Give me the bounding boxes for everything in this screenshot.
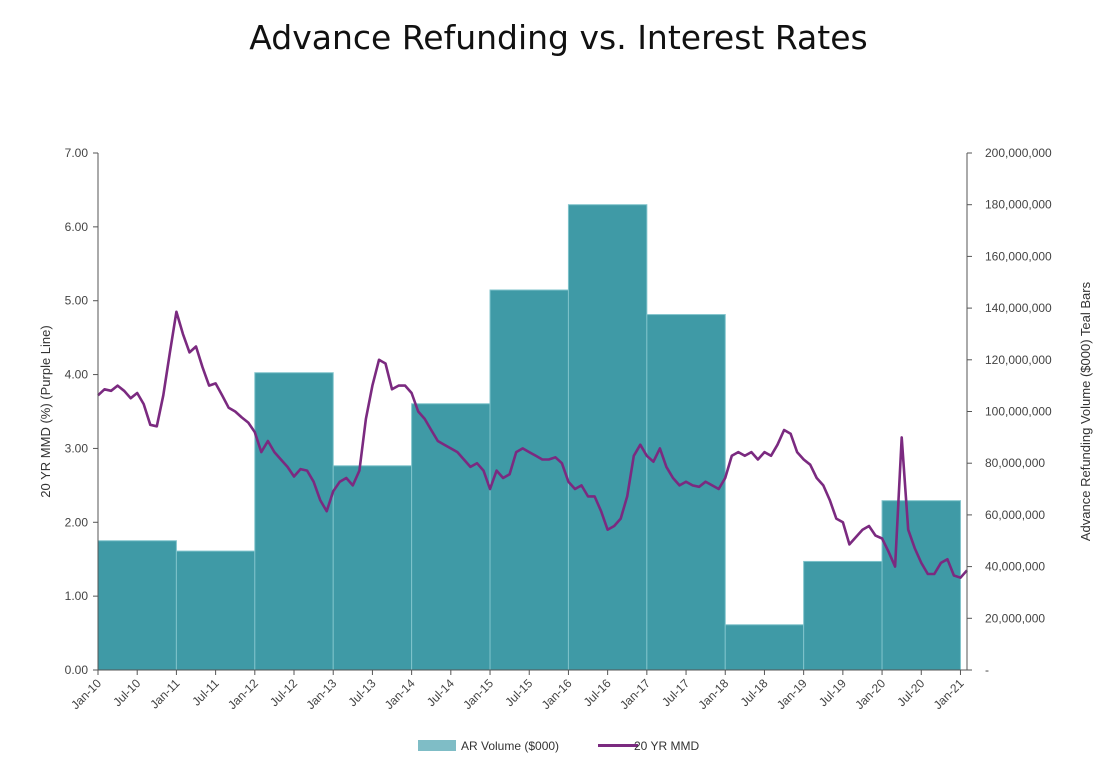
x-tick-label: Jan-10 bbox=[68, 676, 104, 712]
legend-swatch-ar-volume bbox=[418, 740, 456, 751]
x-tick-label: Jul-15 bbox=[502, 676, 535, 709]
x-tick-label: Jan-12 bbox=[225, 676, 261, 712]
ar-volume-bar bbox=[646, 314, 726, 671]
ar-volume-bar bbox=[489, 289, 569, 671]
x-tick-label: Jul-13 bbox=[346, 676, 379, 709]
x-tick-label: Jul-14 bbox=[424, 676, 457, 709]
ar-volume-bar bbox=[254, 372, 334, 671]
x-tick-label: Jan-14 bbox=[382, 676, 418, 712]
x-tick-label: Jan-15 bbox=[460, 676, 496, 712]
ar-volume-bar bbox=[175, 550, 256, 671]
x-tick-label: Jan-20 bbox=[852, 676, 888, 712]
left-tick-label: 0.00 bbox=[65, 663, 89, 677]
right-tick-label: 120,000,000 bbox=[985, 353, 1052, 367]
left-tick-label: 7.00 bbox=[65, 146, 89, 160]
left-tick-label: 3.00 bbox=[65, 441, 89, 455]
ar-volume-bar bbox=[332, 465, 413, 671]
x-tick-label: Jan-18 bbox=[696, 676, 732, 712]
left-tick-label: 2.00 bbox=[65, 515, 89, 529]
left-tick-label: 4.00 bbox=[65, 368, 89, 382]
x-tick-label: Jul-18 bbox=[738, 676, 771, 709]
x-tick-label: Jan-17 bbox=[617, 676, 653, 712]
ar-volume-bar bbox=[881, 500, 961, 671]
ar-volume-bar bbox=[97, 540, 177, 671]
right-tick-label: 80,000,000 bbox=[985, 456, 1045, 470]
right-tick-label: 60,000,000 bbox=[985, 508, 1045, 522]
x-tick-label: Jul-12 bbox=[267, 676, 300, 709]
x-tick-label: Jan-16 bbox=[539, 676, 575, 712]
left-tick-label: 1.00 bbox=[65, 589, 89, 603]
right-tick-label: 20,000,000 bbox=[985, 611, 1045, 625]
x-tick-label: Jan-21 bbox=[931, 676, 967, 712]
x-tick-label: Jul-16 bbox=[581, 676, 614, 709]
mmd-20yr-line bbox=[97, 310, 968, 579]
x-tick-label: Jan-11 bbox=[147, 676, 182, 711]
right-tick-label: 140,000,000 bbox=[985, 301, 1052, 315]
right-tick-label: 200,000,000 bbox=[985, 146, 1052, 160]
ar-volume-bar bbox=[803, 560, 883, 671]
legend-label-ar-volume: AR Volume ($000) bbox=[461, 739, 559, 753]
x-tick-label: Jul-19 bbox=[816, 676, 849, 709]
x-tick-label: Jul-10 bbox=[110, 676, 143, 709]
right-tick-label: 180,000,000 bbox=[985, 198, 1052, 212]
right-tick-label: 100,000,000 bbox=[985, 405, 1052, 419]
x-tick-label: Jul-20 bbox=[894, 676, 927, 709]
left-tick-label: 5.00 bbox=[65, 294, 89, 308]
ar-volume-bar bbox=[567, 204, 648, 671]
ar-volume-bar bbox=[411, 403, 491, 671]
right-tick-label: 40,000,000 bbox=[985, 560, 1045, 574]
left-tick-label: 6.00 bbox=[65, 220, 89, 234]
x-tick-label: Jul-11 bbox=[189, 676, 222, 709]
y-left-axis-title: 20 YR MMD (%) (Purple Line) bbox=[38, 325, 53, 497]
line-layer bbox=[97, 310, 968, 579]
right-tick-label: 160,000,000 bbox=[985, 249, 1052, 263]
legend-label-mmd: 20 YR MMD bbox=[634, 739, 699, 753]
x-tick-label: Jan-19 bbox=[774, 676, 810, 712]
chart-title: Advance Refunding vs. Interest Rates bbox=[249, 18, 868, 57]
bars-layer bbox=[97, 204, 961, 671]
ar-volume-bar bbox=[724, 624, 805, 671]
x-tick-label: Jul-17 bbox=[659, 676, 692, 709]
x-tick-label: Jan-13 bbox=[303, 676, 339, 712]
right-tick-label: - bbox=[985, 663, 989, 677]
y-right-axis-title: Advance Refunding Volume ($000) Teal Bar… bbox=[1078, 281, 1093, 541]
legend: AR Volume ($000) 20 YR MMD bbox=[418, 739, 699, 753]
